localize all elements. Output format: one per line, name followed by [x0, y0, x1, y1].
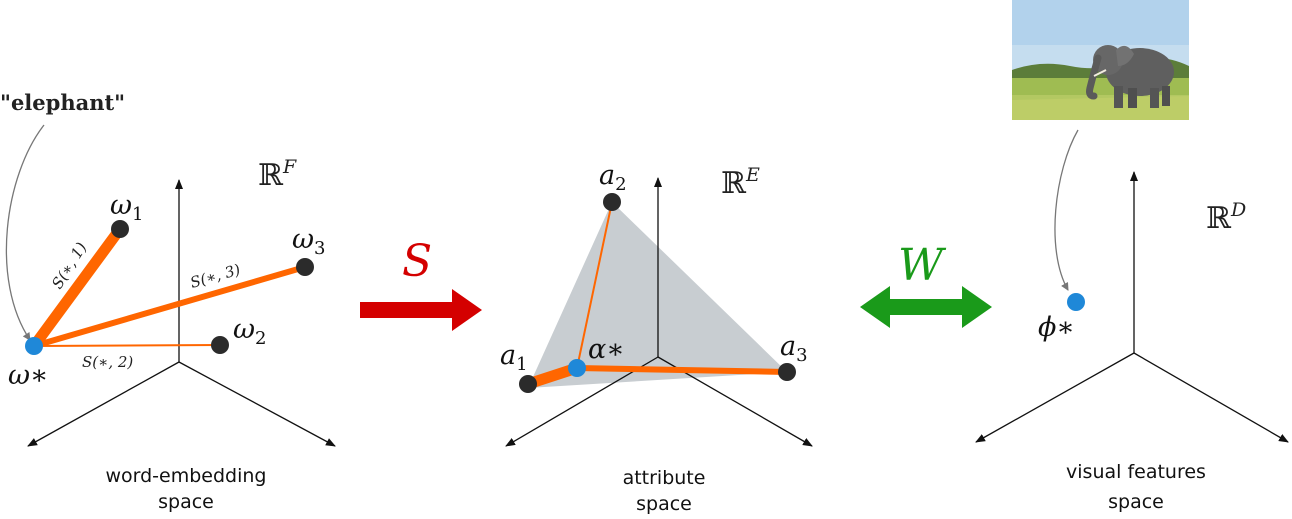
edge-w-star-w1 [28, 223, 126, 352]
elephant-pointer-arrow [5, 124, 45, 341]
label-omega-3: ω3 [292, 224, 325, 259]
caption-word-line2: space [158, 491, 214, 513]
edge-alpha-a2 [576, 201, 613, 369]
node-a-3 [778, 363, 796, 381]
vis-axis-right [1133, 352, 1289, 443]
elephant-label: "elephant" [0, 90, 125, 115]
label-omega-2: ω2 [233, 314, 266, 349]
photo-pointer-arrow [1054, 129, 1079, 291]
label-omega-1: ω1 [110, 190, 143, 225]
label-omega-star: ω∗ [8, 360, 48, 391]
label-a-3: a3 [780, 331, 808, 366]
caption-word-line1: word-embedding [105, 465, 266, 487]
elephant-photo [1012, 0, 1189, 120]
label-alpha-star: α∗ [588, 334, 625, 365]
label-a-2: a2 [599, 160, 627, 195]
node-omega-3 [296, 258, 314, 276]
space-label-rf: ℝF [258, 156, 297, 193]
attribute-panel: a2 a3 a1 α∗ ℝE attribute space [500, 160, 813, 515]
caption-attribute-line2: space [636, 493, 692, 515]
label-a-1: a1 [500, 340, 528, 375]
space-label-rd: ℝD [1206, 199, 1246, 236]
caption-visual-line1: visual features [1066, 461, 1206, 483]
node-a-1 [519, 375, 537, 393]
label-s-star-2: S(∗, 2) [82, 353, 133, 371]
node-alpha-star [568, 359, 586, 377]
node-omega-star [25, 337, 43, 355]
w-mapping-label: W [898, 240, 947, 291]
label-phi-star: ϕ∗ [1038, 312, 1075, 343]
edge-w-star-w3 [31, 264, 308, 349]
caption-visual-line2: space [1108, 491, 1164, 513]
node-a-2 [603, 193, 621, 211]
visual-panel: ϕ∗ ℝD visual features space [975, 171, 1289, 513]
word-embedding-panel: ω1 ω3 ω2 ω∗ S(∗, 1) S(∗, 3) S(∗, 2) ℝF w… [8, 156, 336, 513]
edge-w-star-w2 [33, 344, 221, 347]
edge-alpha-a3 [576, 365, 788, 375]
word-axis-right [178, 361, 336, 447]
caption-attribute-line1: attribute [623, 467, 706, 489]
node-omega-1 [111, 220, 129, 238]
vis-axis-left [975, 352, 1135, 443]
node-omega-2 [211, 336, 229, 354]
node-phi-star [1067, 293, 1085, 311]
s-mapping-label: S [402, 236, 432, 287]
space-label-re: ℝE [721, 164, 760, 201]
word-axis-left [27, 361, 180, 447]
w-mapping-arrow: W [860, 240, 992, 328]
s-mapping-arrow: S [360, 236, 482, 331]
